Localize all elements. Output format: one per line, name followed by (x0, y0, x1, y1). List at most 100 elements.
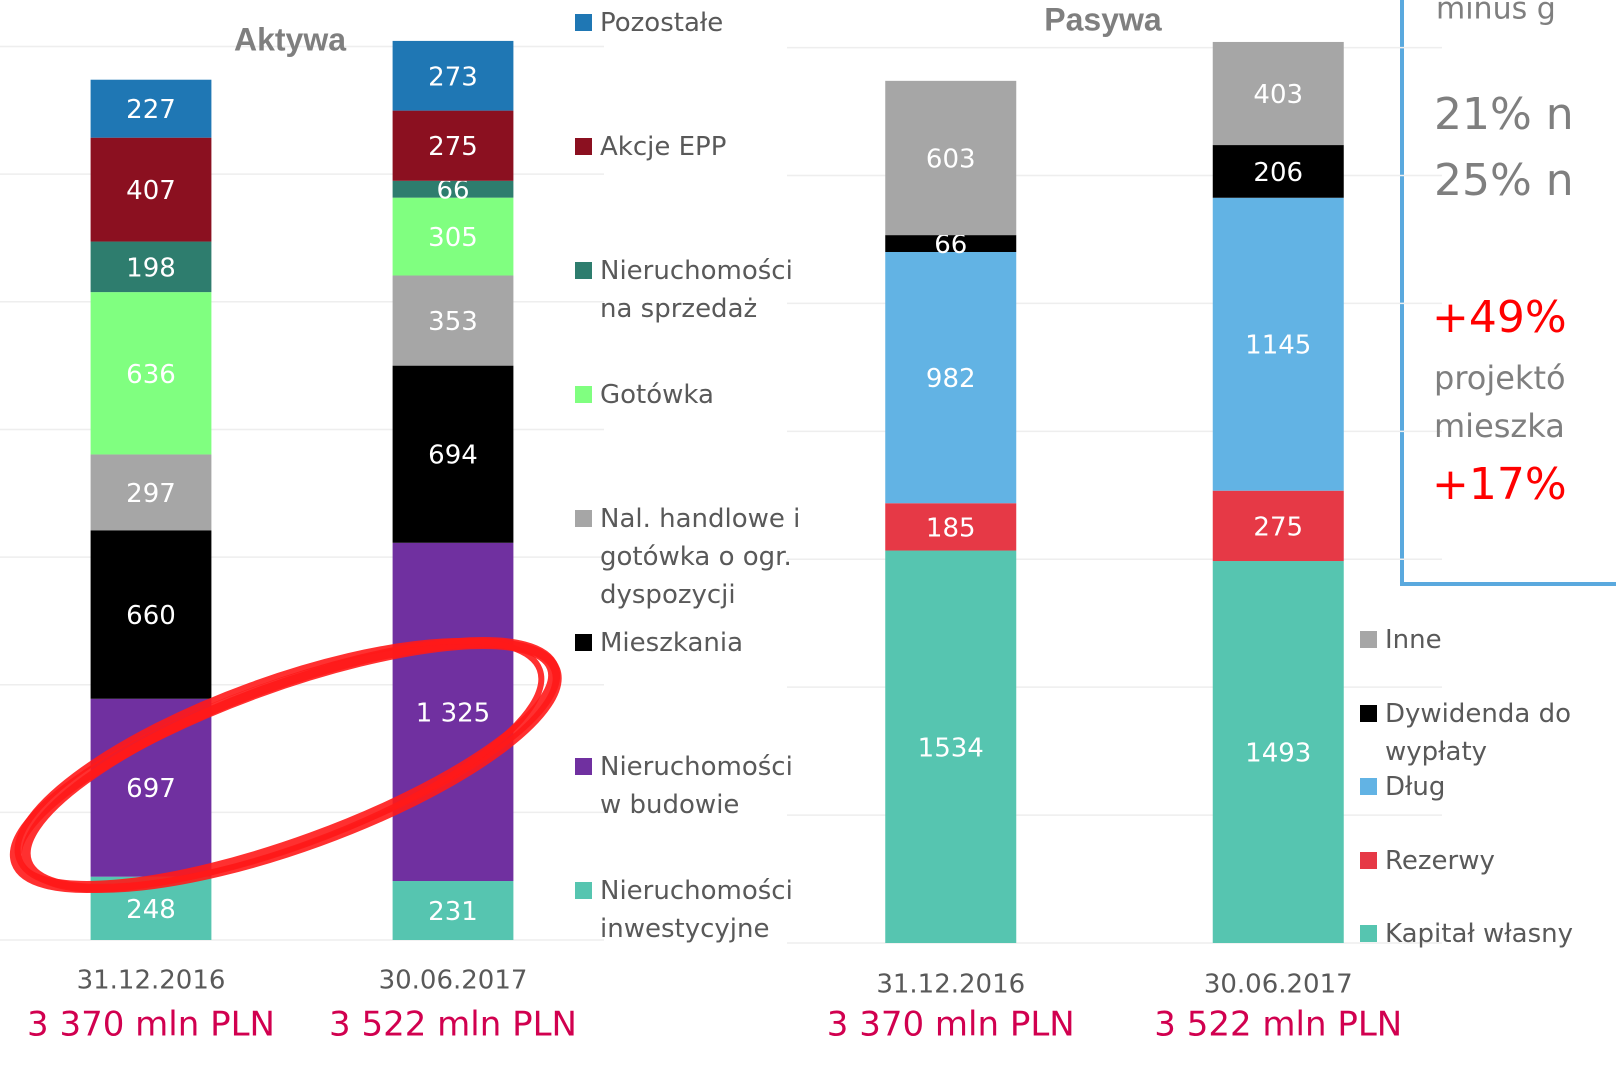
callout-text: projektó (1434, 359, 1566, 397)
legend-swatch (1360, 631, 1377, 648)
value-label: 403 (1253, 80, 1303, 110)
legend-label: Dług (1385, 772, 1446, 802)
legend-swatch (575, 14, 592, 31)
legend-label: Nieruchomości inwestycyjne (600, 876, 793, 944)
legend-swatch (575, 510, 592, 527)
legend-swatch (575, 386, 592, 403)
total-label: 3 370 mln PLN (827, 1005, 1075, 1045)
x-tick-label: 30.06.2017 (379, 966, 528, 996)
value-label: 1145 (1245, 331, 1311, 361)
bar-segment (392, 365, 514, 543)
value-label: 297 (126, 479, 176, 509)
bar-segment (392, 275, 514, 366)
legend-swatch (1360, 778, 1377, 795)
callout-text: +49% (1432, 292, 1567, 343)
value-label: 1534 (918, 733, 984, 763)
legend-item: Kapitał własny (1360, 915, 1610, 953)
legend-label: Dywidenda do wypłaty (1385, 698, 1571, 767)
value-label: 206 (1253, 158, 1303, 188)
callout-text: 25% n (1434, 155, 1574, 206)
bar-segment (885, 80, 1017, 236)
bar-segment (1212, 145, 1344, 198)
legend-item: Nieruchomości inwestycyjne (575, 872, 815, 948)
value-label: 660 (126, 601, 176, 631)
bar-segment (90, 137, 212, 242)
value-label: 248 (126, 895, 176, 925)
value-label: 697 (126, 774, 176, 804)
legend-swatch (1360, 704, 1377, 722)
legend-label: Nal. handlowe i gotówka o ogr. dyspozycj… (600, 504, 801, 610)
bar-segment (1212, 561, 1344, 943)
callout-text: minus g (1436, 0, 1556, 27)
chart-title: Aktywa (234, 21, 346, 57)
legend-label: Inne (1385, 625, 1442, 655)
bar-segment (90, 79, 212, 138)
legend-label: Gotówka (600, 380, 714, 410)
value-label: 982 (926, 364, 976, 394)
bar-segment (1212, 197, 1344, 491)
value-label: 231 (428, 897, 478, 927)
bar-segment (392, 881, 514, 940)
bar-segment (90, 530, 212, 699)
legend-swatch (575, 262, 592, 279)
legend-item: Gotówka (575, 376, 815, 414)
legend-label: Rezerwy (1385, 845, 1495, 876)
value-label: 227 (126, 95, 176, 125)
value-label: 636 (126, 360, 176, 390)
total-label: 3 370 mln PLN (27, 1005, 275, 1045)
callout-text: +17% (1432, 459, 1567, 510)
bar-segment (392, 197, 514, 276)
chart-title: Pasywa (1044, 1, 1162, 37)
bar-segment (885, 235, 1017, 252)
legend-item: Nal. handlowe i gotówka o ogr. dyspozycj… (575, 500, 815, 614)
legend-item: Akcje EPP (575, 128, 815, 166)
value-label: 694 (428, 441, 478, 471)
bar-segment (392, 40, 514, 111)
legend-item: Nieruchomości w budowie (575, 748, 815, 824)
bar-segment (90, 292, 212, 455)
legend-item: Inne (1360, 621, 1610, 659)
bar-segment (1212, 41, 1344, 146)
legend-swatch (575, 758, 592, 775)
value-label: 1 325 (416, 698, 490, 728)
x-tick-label: 31.12.2016 (77, 966, 226, 996)
callout-text: mieszka (1434, 407, 1565, 445)
value-label: 305 (428, 223, 478, 253)
value-label: 185 (926, 513, 976, 543)
legend-swatch (575, 882, 592, 899)
value-label: 275 (1253, 512, 1303, 542)
bar-segment (90, 454, 212, 531)
value-label: 407 (126, 176, 176, 206)
x-tick-label: 30.06.2017 (1204, 970, 1353, 1000)
bar-segment (885, 251, 1017, 504)
legend-item: Nieruchomości na sprzedaż (575, 252, 815, 328)
legend-label: Pozostałe (600, 8, 724, 38)
legend-item: Dług (1360, 768, 1610, 806)
legend-item: Pozostałe (575, 4, 815, 42)
bar-segment (392, 180, 514, 198)
legend-swatch (575, 634, 592, 651)
value-label: 603 (926, 144, 976, 174)
bar-segment (1212, 490, 1344, 562)
legend-swatch (1360, 851, 1377, 869)
legend-label: Nieruchomości na sprzedaż (600, 256, 793, 324)
total-label: 3 522 mln PLN (1154, 1005, 1402, 1045)
bar-segment (885, 503, 1017, 551)
total-label: 3 522 mln PLN (329, 1005, 577, 1045)
legend-label: Mieszkania (600, 628, 744, 658)
legend-swatch (1360, 925, 1377, 942)
x-tick-label: 31.12.2016 (876, 970, 1025, 1000)
callout-text: 21% n (1434, 89, 1574, 140)
legend-label: Akcje EPP (600, 132, 727, 162)
bar-segment (392, 110, 514, 181)
legend-item: Rezerwy (1360, 842, 1610, 880)
value-label: 1493 (1245, 739, 1311, 769)
callout-box (1400, 0, 1616, 586)
bar-segment (90, 241, 212, 293)
legend-label: Kapitał własny (1385, 919, 1574, 949)
bar-segment (392, 542, 514, 882)
value-label: 353 (428, 307, 478, 337)
value-label: 198 (126, 253, 176, 283)
